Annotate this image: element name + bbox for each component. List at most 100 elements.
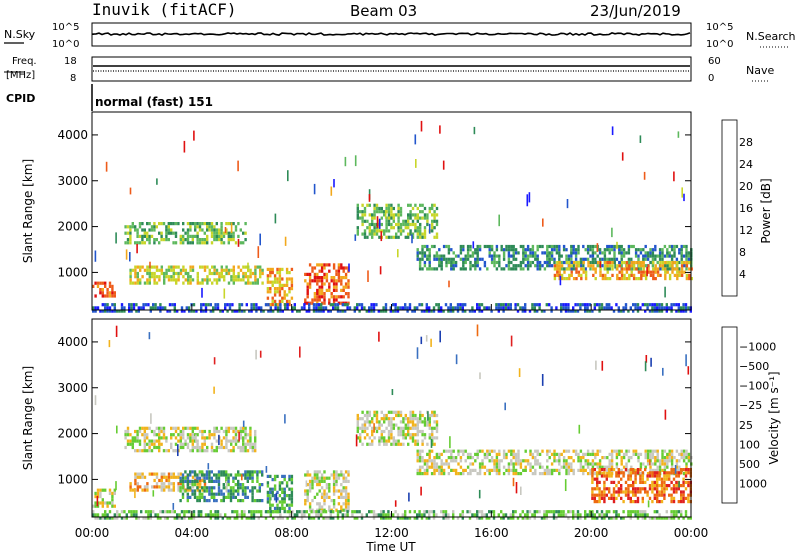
power-cell xyxy=(136,271,139,276)
power-cell xyxy=(543,309,546,313)
power-cell xyxy=(203,268,207,272)
power-cell xyxy=(366,226,369,230)
velocity-cell xyxy=(261,499,264,503)
power-cell xyxy=(222,241,226,245)
velocity-cell xyxy=(177,439,180,443)
velocity-cell xyxy=(218,445,221,450)
power-cell xyxy=(242,275,245,279)
velocity-cell xyxy=(340,470,343,474)
velocity-speck xyxy=(213,386,215,394)
power-cell xyxy=(210,234,214,238)
velocity-cell xyxy=(342,479,345,483)
power-cell xyxy=(406,309,409,313)
velocity-cell xyxy=(440,472,443,476)
power-cell xyxy=(208,222,211,226)
power-cell xyxy=(370,306,373,310)
velocity-cell xyxy=(203,442,206,446)
power-cell xyxy=(517,251,520,255)
power-cell xyxy=(404,222,407,227)
power-cell xyxy=(612,309,616,313)
power-cell xyxy=(435,213,439,217)
velocity-cell xyxy=(166,516,169,520)
velocity-cell xyxy=(134,439,137,443)
power-cell xyxy=(151,271,154,276)
velocity-cell xyxy=(196,482,199,486)
velocity-cell xyxy=(320,486,324,490)
power-cell xyxy=(306,301,309,305)
velocity-cell xyxy=(433,410,436,414)
velocity-cell xyxy=(300,513,304,517)
power-cell xyxy=(613,244,616,249)
velocity-cell xyxy=(323,499,326,503)
velocity-cell xyxy=(646,459,650,463)
power-cell xyxy=(285,293,289,297)
velocity-cell xyxy=(99,501,102,505)
power-cell xyxy=(558,254,561,258)
velocity-speck xyxy=(255,349,257,360)
power-cell xyxy=(452,309,455,313)
power-cell xyxy=(438,254,441,258)
velocity-cell xyxy=(596,465,599,469)
power-cell xyxy=(146,265,149,269)
power-speck xyxy=(257,246,260,259)
power-cell xyxy=(519,260,523,265)
power-cell xyxy=(113,294,116,298)
velocity-cell xyxy=(108,488,112,492)
power-cell xyxy=(220,234,223,238)
power-cell xyxy=(634,254,638,258)
power-cell xyxy=(380,210,383,214)
velocity-cell xyxy=(325,483,329,487)
velocity-cell xyxy=(303,513,306,517)
velocity-cell xyxy=(517,459,520,463)
power-cell xyxy=(252,303,256,307)
power-cell xyxy=(426,244,429,249)
velocity-cell xyxy=(336,513,340,517)
velocity-cell xyxy=(209,516,212,520)
power-cell xyxy=(163,275,166,279)
power-cell xyxy=(225,271,228,276)
velocity-cell xyxy=(182,445,185,450)
velocity-cell xyxy=(123,516,126,520)
velocity-cell xyxy=(194,445,197,450)
velocity-cell xyxy=(627,477,630,481)
velocity-cell xyxy=(359,439,362,443)
power-cell xyxy=(649,273,653,277)
velocity-cell xyxy=(680,496,683,500)
velocity-cell xyxy=(136,433,139,437)
velocity-cell xyxy=(254,433,257,437)
power-cell xyxy=(529,248,532,252)
velocity-cell xyxy=(620,459,623,463)
velocity-cell xyxy=(402,442,405,446)
power-cell xyxy=(332,276,336,280)
power-speck xyxy=(183,140,186,153)
power-cell xyxy=(266,287,270,291)
velocity-cell xyxy=(529,465,532,469)
power-cell xyxy=(222,234,226,238)
velocity-cell xyxy=(435,436,439,440)
velocity-cell xyxy=(244,470,247,474)
power-cell xyxy=(601,257,604,261)
velocity-cell xyxy=(146,485,149,489)
power-cell xyxy=(421,254,424,258)
power-cell xyxy=(620,257,623,261)
power-cell xyxy=(213,225,216,229)
velocity-cell xyxy=(668,484,671,488)
power-speck xyxy=(105,161,108,172)
power-cell xyxy=(356,216,359,220)
velocity-cell xyxy=(550,468,554,472)
power-cell xyxy=(546,251,549,255)
velocity-cell xyxy=(658,474,661,478)
velocity-cell xyxy=(92,513,95,517)
velocity-cell xyxy=(336,510,340,514)
power-cell xyxy=(330,279,333,283)
velocity-cell xyxy=(627,472,631,476)
velocity-cell xyxy=(143,442,146,446)
power-cell xyxy=(562,244,566,249)
power-cell xyxy=(409,210,412,214)
velocity-cell xyxy=(680,510,683,514)
velocity-cell xyxy=(320,479,324,483)
velocity-cell xyxy=(165,449,168,453)
power-cell xyxy=(196,271,199,276)
power-cell xyxy=(200,303,203,307)
power-cell xyxy=(347,292,350,296)
